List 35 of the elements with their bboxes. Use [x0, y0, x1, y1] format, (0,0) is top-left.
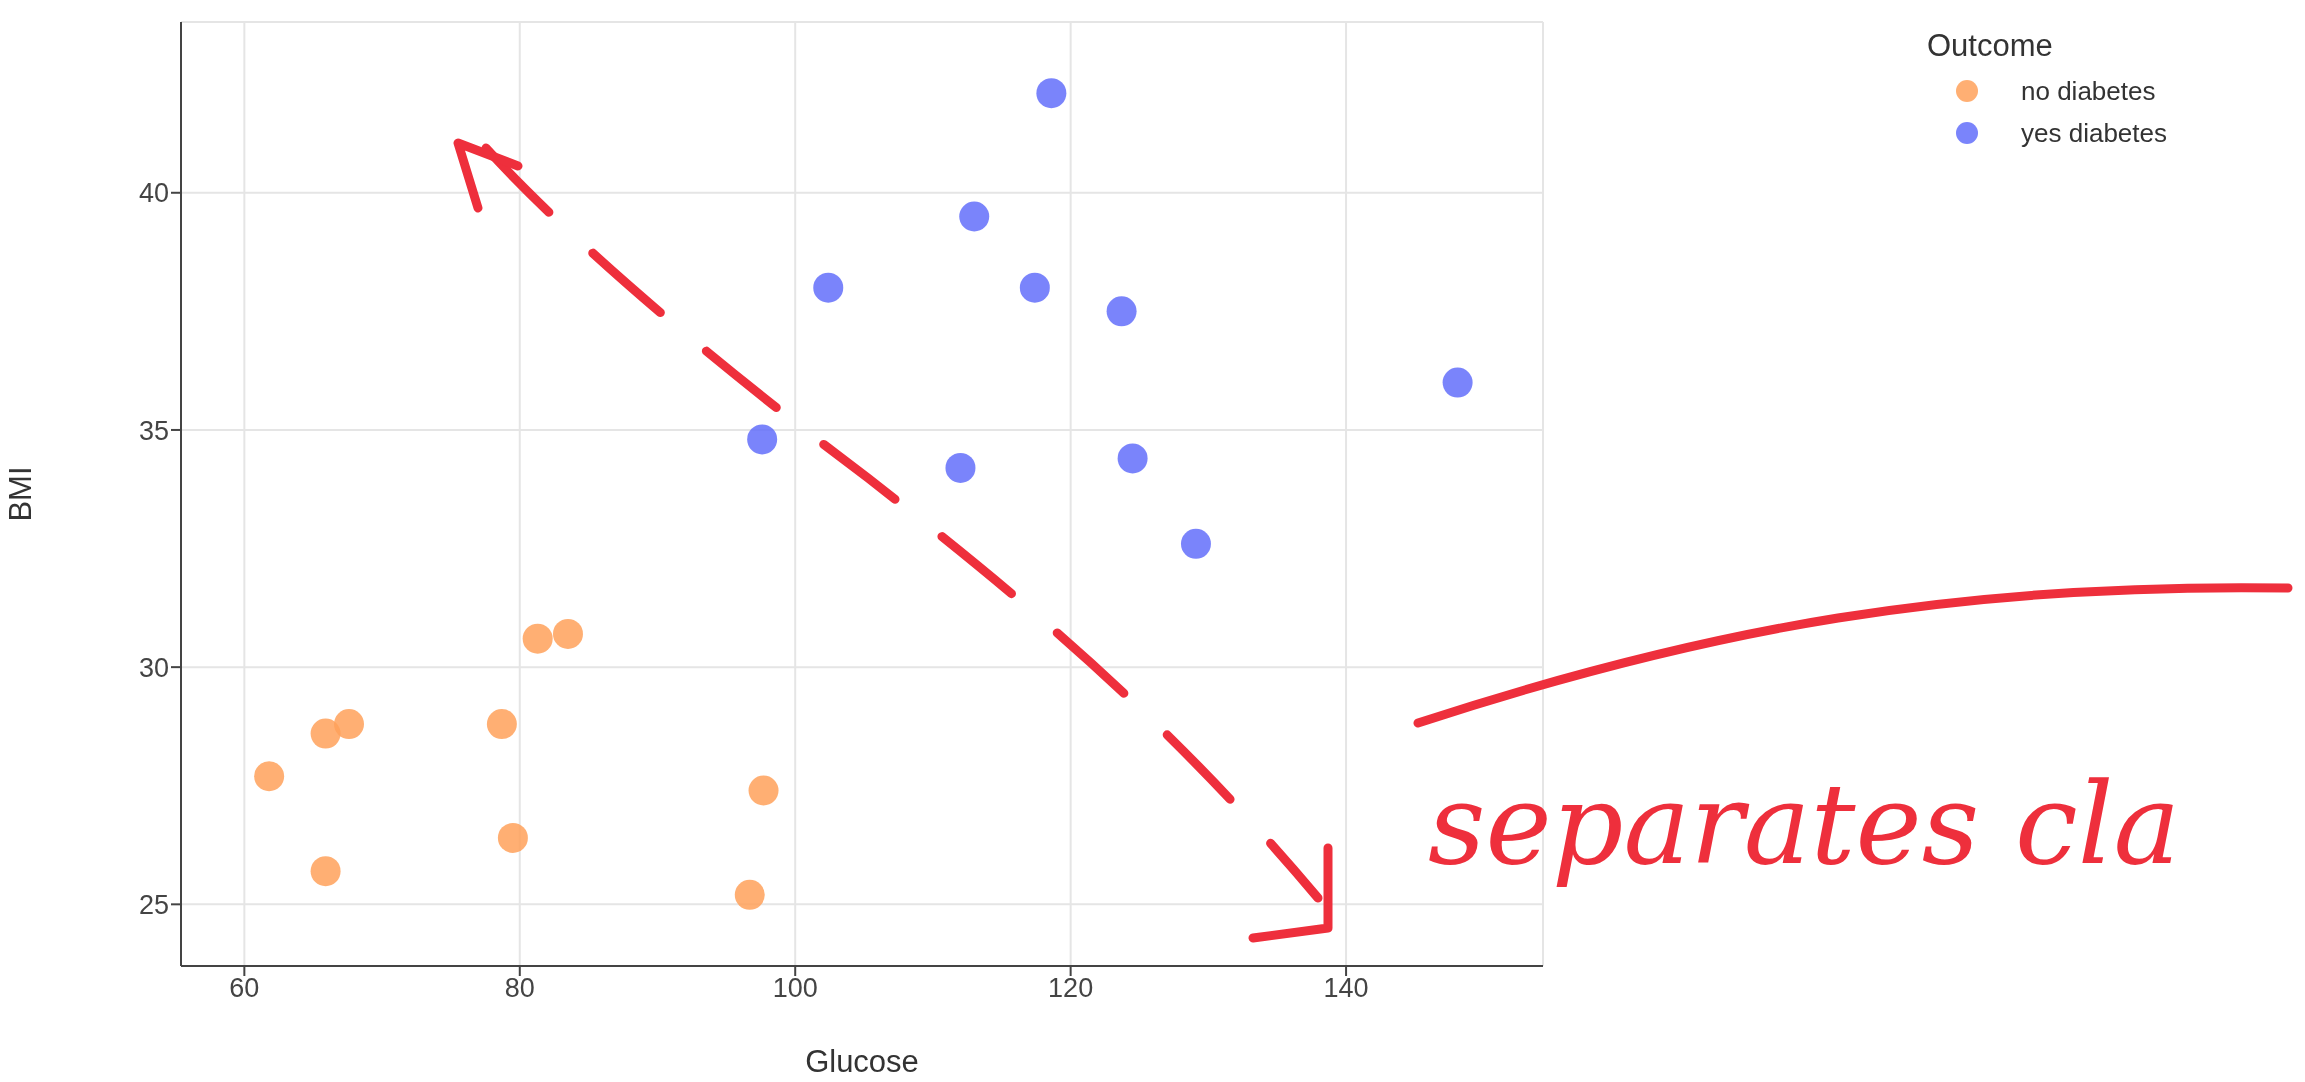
legend-title: Outcome: [1927, 28, 2054, 64]
x-tick-label: 100: [772, 973, 818, 1004]
x-tick-label: 140: [1323, 973, 1369, 1004]
x-tick-label: 80: [504, 973, 535, 1004]
point: [747, 424, 778, 455]
point: [1180, 528, 1211, 559]
point: [959, 201, 990, 232]
x-tick-label: 60: [229, 973, 260, 1004]
y-axis-title: BMI: [3, 466, 39, 522]
point: [1019, 272, 1050, 303]
point: [1106, 296, 1137, 327]
x-tick-label: 120: [1048, 973, 1094, 1004]
point: [522, 623, 553, 654]
y-tick-label: 40: [138, 178, 169, 209]
legend-label: yes diabetes: [2021, 117, 2167, 149]
y-tick-label: 35: [138, 415, 169, 446]
point: [254, 761, 285, 792]
point: [497, 822, 528, 853]
point: [1442, 367, 1473, 398]
point: [945, 452, 976, 483]
annotation: separates cla: [1428, 759, 2181, 889]
point: [748, 775, 779, 806]
point: [1117, 443, 1148, 474]
point: [1036, 78, 1067, 109]
point: [310, 856, 341, 887]
y-tick-label: 25: [138, 889, 169, 920]
point: [552, 618, 583, 649]
point: [334, 709, 365, 740]
y-tick-label: 30: [138, 652, 169, 683]
legend-label: no diabetes: [2021, 75, 2156, 107]
point: [486, 709, 517, 740]
point: [310, 718, 341, 749]
point: [734, 879, 765, 910]
point: [813, 272, 844, 303]
x-axis-title: Glucose: [805, 1044, 919, 1079]
